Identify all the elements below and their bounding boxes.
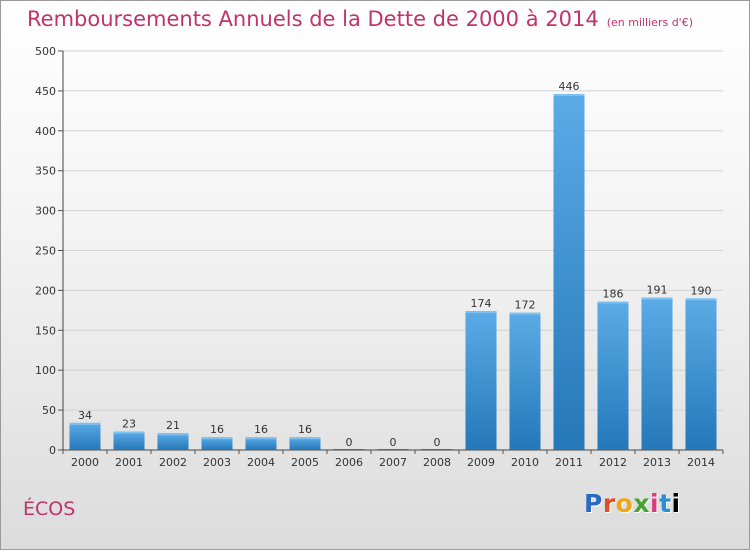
x-tick-label: 2014 (687, 456, 715, 469)
chart-title-text: Remboursements Annuels de la Dette de 20… (27, 7, 599, 31)
y-tick-label: 50 (42, 404, 56, 417)
y-tick-label: 300 (35, 205, 56, 218)
chart-title: Remboursements Annuels de la Dette de 20… (27, 7, 693, 31)
y-tick-label: 200 (35, 284, 56, 297)
bar-highlight (289, 437, 321, 440)
y-tick-label: 250 (35, 245, 56, 258)
x-tick-label: 2010 (511, 456, 539, 469)
chart-subtitle: (en milliers d'€) (606, 16, 693, 29)
bar (641, 297, 673, 450)
y-tick-label: 0 (49, 444, 56, 457)
x-tick-label: 2001 (115, 456, 143, 469)
logo-letter: i (650, 489, 660, 518)
bar-highlight (113, 431, 145, 434)
bar (333, 449, 365, 450)
bar (597, 301, 629, 450)
x-tick-label: 2003 (203, 456, 231, 469)
bar (289, 437, 321, 450)
value-label: 0 (434, 436, 441, 449)
x-tick-label: 2009 (467, 456, 495, 469)
x-tick-label: 2011 (555, 456, 583, 469)
x-tick-label: 2004 (247, 456, 275, 469)
bar-highlight (553, 94, 585, 97)
bars (69, 94, 717, 450)
value-label: 16 (254, 423, 268, 436)
bar (553, 94, 585, 450)
x-tick-label: 2008 (423, 456, 451, 469)
commune-name: ÉCOS (23, 498, 76, 520)
x-tick-label: 2002 (159, 456, 187, 469)
bar (509, 312, 541, 450)
value-label: 186 (603, 288, 624, 301)
bar-highlight (641, 297, 673, 300)
bar (113, 431, 145, 450)
bar (377, 449, 409, 450)
value-label: 446 (559, 80, 580, 93)
bar (245, 437, 277, 450)
logo-letter: i (671, 489, 681, 518)
bar (157, 433, 189, 450)
logo-letter: o (615, 489, 634, 518)
logo-letter: r (602, 489, 616, 518)
bar (421, 449, 453, 450)
value-label: 16 (298, 423, 312, 436)
bar-highlight (69, 422, 101, 425)
bar-highlight (509, 312, 541, 315)
bar-highlight (201, 437, 233, 440)
y-tick-label: 500 (35, 45, 56, 58)
value-label: 190 (691, 284, 712, 297)
value-label: 23 (122, 418, 136, 431)
x-tick-label: 2013 (643, 456, 671, 469)
x-tick-label: 2006 (335, 456, 363, 469)
y-tick-label: 350 (35, 165, 56, 178)
value-label: 0 (390, 436, 397, 449)
value-label: 16 (210, 423, 224, 436)
bar (69, 422, 101, 450)
value-label: 174 (471, 297, 492, 310)
bar (685, 298, 717, 450)
bar (201, 437, 233, 450)
value-label: 191 (647, 284, 668, 297)
value-label: 0 (346, 436, 353, 449)
labels: 0 50 100 150 200 250 300 350 400 450 500 34 2000 23 20… (35, 45, 715, 469)
bar-highlight (465, 311, 497, 314)
logo-letter: x (633, 489, 650, 518)
value-label: 172 (515, 299, 536, 312)
y-tick-label: 450 (35, 85, 56, 98)
value-label: 21 (166, 419, 180, 432)
bar-highlight (597, 301, 629, 304)
x-tick-label: 2012 (599, 456, 627, 469)
bar-highlight (245, 437, 277, 440)
bar-highlight (157, 433, 189, 436)
logo-letter: P (584, 489, 603, 518)
x-tick-label: 2005 (291, 456, 319, 469)
y-tick-label: 150 (35, 324, 56, 337)
value-label: 34 (78, 409, 92, 422)
bar-highlight (685, 298, 717, 301)
proxiti-logo[interactable]: Proxiti (584, 489, 681, 518)
x-tick-label: 2000 (71, 456, 99, 469)
y-tick-label: 100 (35, 364, 56, 377)
logo-letter: t (659, 489, 672, 518)
bar (465, 311, 497, 450)
x-tick-label: 2007 (379, 456, 407, 469)
y-tick-label: 400 (35, 125, 56, 138)
